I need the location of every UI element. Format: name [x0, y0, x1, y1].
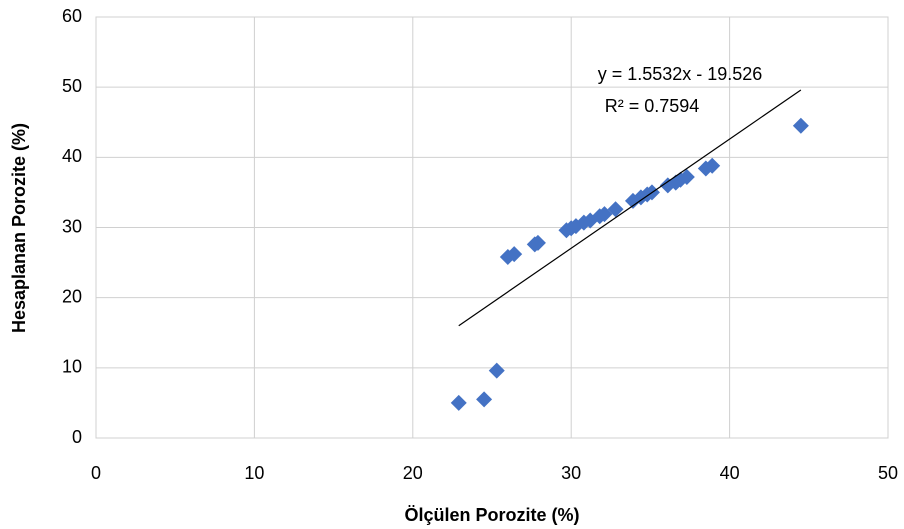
- y-tick-label: 50: [62, 76, 82, 96]
- point: [488, 362, 505, 379]
- y-tick-label: 40: [62, 146, 82, 166]
- y-axis-title: Hesaplanan Porozite (%): [9, 123, 29, 333]
- y-tick-label: 20: [62, 286, 82, 306]
- y-tick-label: 30: [62, 216, 82, 236]
- y-tick-label: 60: [62, 6, 82, 26]
- x-tick-label: 50: [878, 463, 898, 483]
- point: [476, 391, 493, 408]
- point: [506, 246, 523, 263]
- y-tick-label: 10: [62, 357, 82, 377]
- trendline: [458, 89, 802, 327]
- x-tick-label: 0: [91, 463, 101, 483]
- point: [792, 117, 809, 134]
- x-tick-label: 40: [720, 463, 740, 483]
- x-tick-label: 10: [244, 463, 264, 483]
- x-tick-label: 20: [403, 463, 423, 483]
- point: [529, 234, 546, 251]
- x-axis-title: Ölçülen Porozite (%): [404, 505, 579, 525]
- y-tick-label: 0: [72, 427, 82, 447]
- trendline-r-squared: R² = 0.7594: [605, 96, 700, 116]
- x-tick-label: 30: [561, 463, 581, 483]
- point: [607, 201, 624, 218]
- point: [704, 157, 721, 174]
- trendline-equation: y = 1.5532x - 19.526: [598, 64, 763, 84]
- point: [450, 394, 467, 411]
- point: [499, 248, 516, 265]
- plot-border: [95, 16, 889, 439]
- point: [678, 168, 695, 185]
